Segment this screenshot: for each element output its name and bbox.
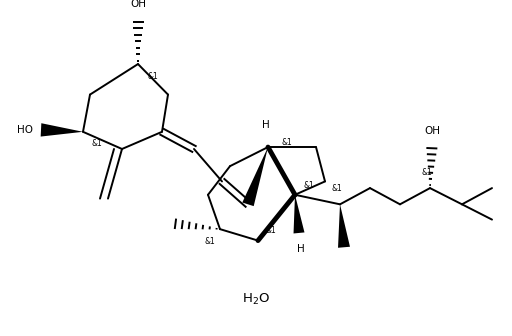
Text: &1: &1 [421,168,432,177]
Text: HO: HO [17,125,33,135]
Text: &1: &1 [303,181,314,190]
Polygon shape [40,123,83,136]
Polygon shape [338,204,350,248]
Text: &1: &1 [282,138,293,147]
Text: &1: &1 [91,139,102,149]
Text: &1: &1 [266,226,277,235]
Text: &1: &1 [332,184,343,193]
Text: H: H [262,120,270,130]
Text: OH: OH [424,126,440,136]
Text: H$_2$O: H$_2$O [242,292,270,307]
Text: &1: &1 [148,72,159,81]
Polygon shape [293,195,305,234]
Text: H: H [297,244,305,254]
Text: &1: &1 [204,237,215,246]
Polygon shape [242,147,268,206]
Text: OH: OH [130,0,146,9]
